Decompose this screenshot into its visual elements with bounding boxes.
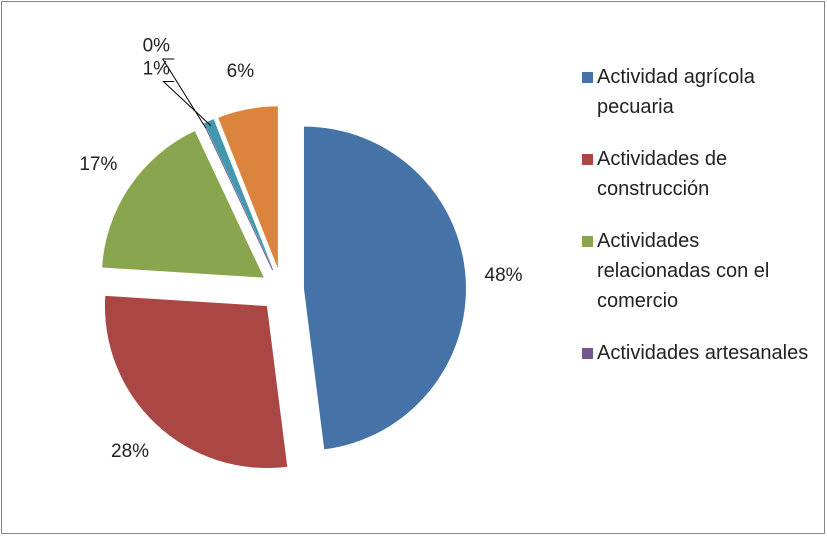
pie-slice [104, 295, 288, 469]
data-label: 6% [227, 61, 255, 82]
data-label: 28% [111, 441, 149, 462]
legend-swatch [582, 72, 593, 83]
legend-label: Actividades relacionadas con el comercio [597, 230, 770, 312]
pie-slice [303, 126, 466, 450]
legend-swatch [582, 236, 593, 247]
data-label: 48% [485, 265, 523, 286]
legend-item: Actividades de construcción [582, 144, 817, 204]
legend-item: Actividades artesanales [582, 338, 817, 368]
legend-swatch [582, 154, 593, 165]
pie-slice [203, 123, 274, 271]
legend-swatch [582, 348, 593, 359]
pie-slice [218, 106, 278, 269]
legend-label: Actividades artesanales [597, 342, 809, 364]
data-label: 0% [143, 36, 171, 57]
data-label: 17% [79, 154, 117, 175]
legend-label: Actividad agrícola pecuaria [597, 66, 755, 118]
leader-line [162, 81, 212, 127]
leader-line [161, 58, 207, 129]
pie-slice [102, 131, 264, 278]
legend-label: Actividades de construcción [597, 148, 728, 200]
data-label: 1% [143, 58, 171, 79]
legend-item: Actividad agrícola pecuaria [582, 62, 817, 122]
pie-slice [204, 119, 274, 270]
legend-item: Actividades relacionadas con el comercio [582, 226, 817, 316]
legend: Actividad agrícola pecuaria Actividades d… [582, 62, 817, 390]
